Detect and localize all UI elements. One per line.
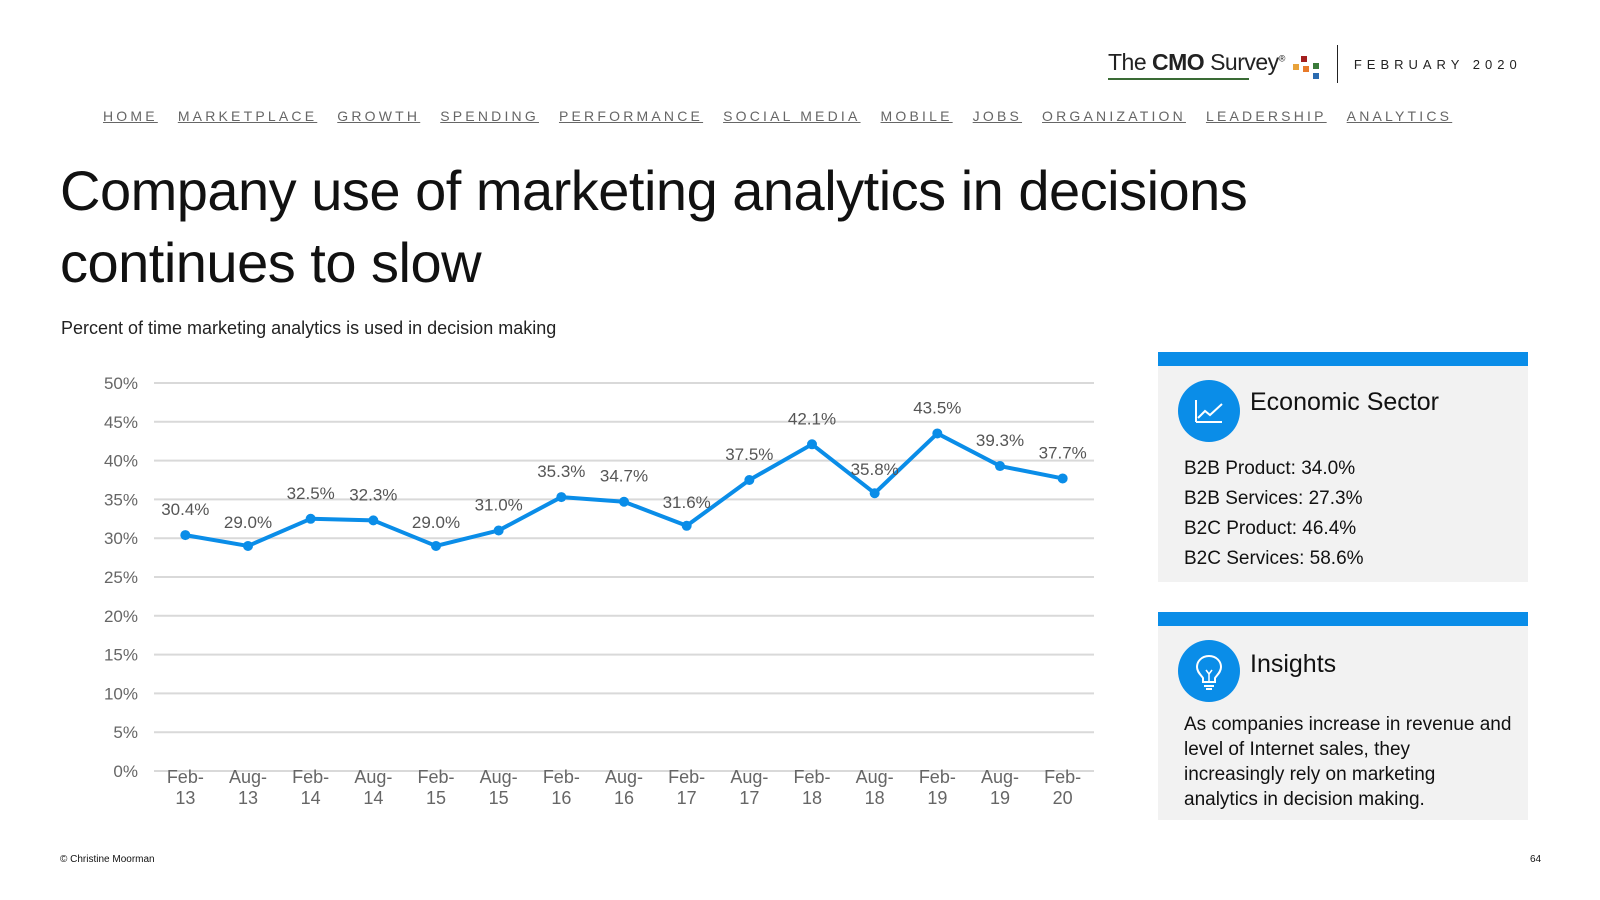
- lightbulb-icon: [1178, 640, 1240, 702]
- data-point: [305, 513, 316, 524]
- data-label: 37.5%: [725, 445, 773, 464]
- economic-sector-panel: Economic Sector B2B Product: 34.0% B2B S…: [1158, 352, 1528, 582]
- data-point: [869, 488, 880, 499]
- header-brand: The CMO Survey® FEBRUARY 2020: [1108, 44, 1522, 84]
- nav-home[interactable]: HOME: [103, 108, 158, 124]
- data-point: [243, 540, 253, 551]
- nav-social-media[interactable]: SOCIAL MEDIA: [723, 108, 861, 124]
- x-tick-label: Feb-13: [167, 767, 204, 808]
- data-label: 43.5%: [913, 398, 961, 417]
- data-point: [556, 492, 567, 503]
- x-tick-label: Feb-17: [668, 767, 705, 808]
- y-tick-label: 30%: [104, 529, 138, 548]
- insights-text: As companies increase in revenue and lev…: [1184, 714, 1512, 810]
- y-tick-label: 15%: [104, 646, 138, 665]
- line-chart: 0% 5% 10% 15% 20% 25% 30% 35% 40% 45% 50% Feb-13 Aug…: [104, 374, 1094, 808]
- data-point: [744, 475, 755, 485]
- data-label: 30.4%: [161, 500, 209, 519]
- x-tick-label: Aug-13: [229, 767, 267, 808]
- line-chart-icon: [1178, 380, 1240, 442]
- nav-leadership[interactable]: LEADERSHIP: [1205, 108, 1327, 124]
- data-label: 35.8%: [851, 460, 899, 479]
- data-point: [180, 530, 191, 541]
- y-tick-label: 25%: [104, 568, 138, 587]
- nav-organization[interactable]: ORGANIZATION: [1042, 108, 1186, 124]
- nav-analytics[interactable]: ANALYTICS: [1346, 108, 1453, 124]
- logo-dots-icon: [1289, 49, 1325, 79]
- list-item: B2C Product: 46.4%: [1184, 518, 1357, 539]
- page-title: Company use of marketing analytics in de…: [60, 159, 1248, 294]
- y-tick-label: 45%: [104, 413, 138, 432]
- y-tick-label: 5%: [113, 723, 138, 742]
- data-label: 31.0%: [475, 495, 523, 514]
- data-label: 39.3%: [976, 431, 1024, 450]
- x-tick-label: Aug-16: [605, 767, 643, 808]
- list-item: B2C Services: 58.6%: [1184, 548, 1364, 569]
- data-point: [681, 520, 692, 531]
- data-point: [1057, 473, 1068, 484]
- y-tick-label: 50%: [104, 374, 138, 393]
- nav-performance[interactable]: PERFORMANCE: [558, 108, 704, 124]
- y-tick-label: 20%: [104, 607, 138, 626]
- header-divider: [1336, 45, 1338, 83]
- nav-marketplace[interactable]: MARKETPLACE: [177, 108, 318, 124]
- top-navigation: HOME MARKETPLACE GROWTH SPENDING PERFORM…: [103, 108, 1472, 124]
- data-label: 42.1%: [788, 409, 836, 428]
- data-label: 29.0%: [224, 513, 272, 532]
- page-number: 64: [1530, 854, 1542, 865]
- y-tick-label: 0%: [113, 762, 138, 781]
- x-tick-label: Aug-18: [856, 767, 894, 808]
- data-point: [431, 540, 441, 551]
- insights-title: Insights: [1250, 650, 1337, 678]
- list-item: B2B Product: 34.0%: [1184, 458, 1356, 479]
- x-tick-label: Aug-14: [354, 767, 392, 808]
- data-point: [995, 461, 1005, 472]
- data-point: [807, 439, 817, 450]
- x-tick-label: Feb-18: [793, 767, 830, 808]
- economic-sector-title: Economic Sector: [1250, 388, 1439, 416]
- data-point: [932, 428, 943, 439]
- copyright: © Christine Moorman: [60, 854, 155, 865]
- nav-spending[interactable]: SPENDING: [440, 108, 539, 124]
- nav-mobile[interactable]: MOBILE: [880, 108, 953, 124]
- x-tick-label: Feb-20: [1044, 767, 1081, 808]
- data-label: 29.0%: [412, 513, 460, 532]
- x-tick-label: Aug-15: [480, 767, 518, 808]
- data-label: 34.7%: [600, 467, 648, 486]
- x-tick-label: Aug-19: [981, 767, 1019, 808]
- data-label: 37.7%: [1039, 443, 1087, 462]
- data-label: 32.5%: [287, 484, 335, 503]
- data-label: 35.3%: [537, 462, 585, 481]
- nav-jobs[interactable]: JOBS: [972, 108, 1023, 124]
- y-tick-label: 10%: [104, 684, 138, 703]
- report-date: FEBRUARY 2020: [1353, 56, 1522, 72]
- chart-subtitle: Percent of time marketing analytics is u…: [61, 318, 557, 338]
- data-point: [493, 525, 504, 536]
- data-point: [619, 496, 629, 507]
- y-tick-label: 40%: [104, 452, 138, 471]
- data-label: 31.6%: [663, 493, 711, 512]
- insights-panel: Insights As companies increase in revenu…: [1158, 612, 1528, 820]
- nav-growth[interactable]: GROWTH: [337, 108, 421, 124]
- x-tick-label: Feb-16: [543, 767, 580, 808]
- cmo-survey-logo: The CMO Survey®: [1108, 49, 1285, 80]
- data-label: 32.3%: [349, 485, 397, 504]
- list-item: B2B Services: 27.3%: [1184, 488, 1363, 509]
- x-tick-label: Feb-14: [292, 767, 329, 808]
- x-tick-label: Feb-19: [919, 767, 956, 808]
- sector-list: B2B Product: 34.0% B2B Services: 27.3% B…: [1184, 454, 1364, 574]
- x-tick-label: Feb-15: [417, 767, 454, 808]
- x-tick-label: Aug-17: [730, 767, 768, 808]
- y-tick-label: 35%: [104, 490, 138, 509]
- data-point: [368, 515, 379, 526]
